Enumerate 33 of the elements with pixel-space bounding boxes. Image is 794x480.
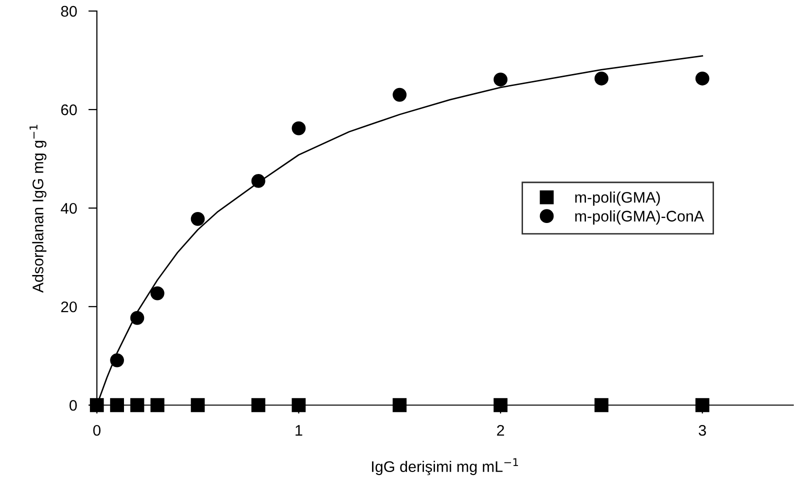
x-tick-label: 2 — [497, 424, 504, 436]
y-tick-label: 40 — [60, 202, 77, 214]
point — [392, 398, 407, 412]
x-tick-label: 1 — [296, 425, 302, 436]
point — [392, 88, 407, 102]
point — [251, 174, 266, 188]
y-tick-label: 80 — [61, 6, 77, 17]
point — [494, 398, 508, 412]
point — [251, 398, 266, 412]
y-tick-label: 60 — [61, 104, 77, 116]
point — [110, 353, 124, 368]
point — [110, 398, 124, 412]
y-tick-label: 20 — [61, 301, 77, 312]
point — [695, 398, 710, 412]
point — [150, 398, 164, 412]
point — [695, 72, 710, 86]
point — [594, 398, 608, 412]
point — [130, 310, 144, 325]
x-tick-label: 3 — [698, 424, 706, 436]
y-axis-title: Adsorplanan IgG mg g$^{−1}$ — [30, 124, 46, 293]
point — [292, 398, 306, 412]
point — [494, 72, 508, 86]
point — [292, 121, 306, 136]
point — [150, 286, 164, 300]
y-tick-label: 0 — [70, 400, 77, 411]
point — [130, 398, 144, 412]
x-tick-label: 0 — [93, 424, 101, 436]
point — [190, 212, 205, 226]
point — [594, 72, 608, 86]
x-axis-title: IgG derişimi mg mL$^{−1}$ — [372, 458, 518, 476]
legend-label: m-poli(GMA) — [575, 192, 660, 206]
point — [190, 398, 205, 412]
legend-label: m-poli(GMA)-ConA — [575, 210, 704, 225]
